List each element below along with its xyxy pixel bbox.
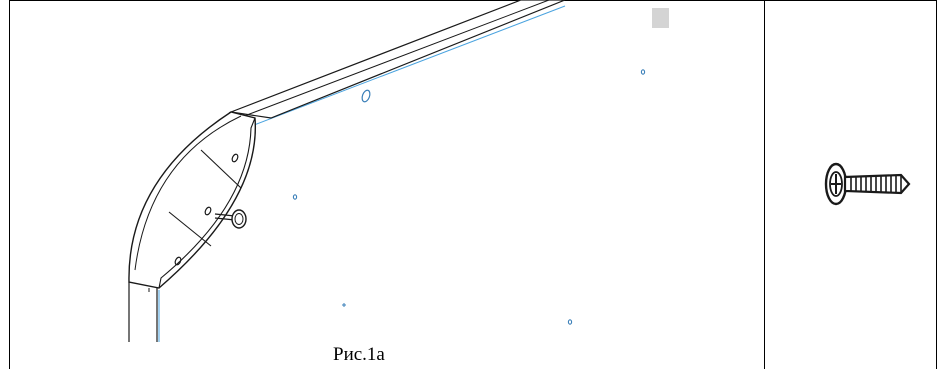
scroll-marker (652, 8, 669, 28)
screw-icon (824, 162, 911, 206)
assembly-figure (9, 0, 764, 369)
table-column-divider (764, 0, 765, 369)
screw-figure (765, 0, 937, 369)
document-table (9, 0, 937, 369)
assembly-drawing-icon (128, 0, 669, 342)
figure-caption: Рис.1а (333, 344, 385, 365)
